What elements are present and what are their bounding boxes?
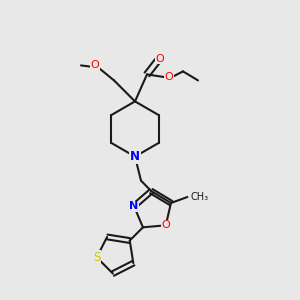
Text: O: O: [155, 53, 164, 64]
Text: O: O: [161, 220, 170, 230]
Text: O: O: [91, 59, 100, 70]
Text: S: S: [93, 251, 100, 264]
Text: N: N: [129, 201, 139, 211]
Text: O: O: [164, 72, 173, 82]
Text: N: N: [130, 150, 140, 163]
Text: CH₃: CH₃: [190, 192, 208, 202]
